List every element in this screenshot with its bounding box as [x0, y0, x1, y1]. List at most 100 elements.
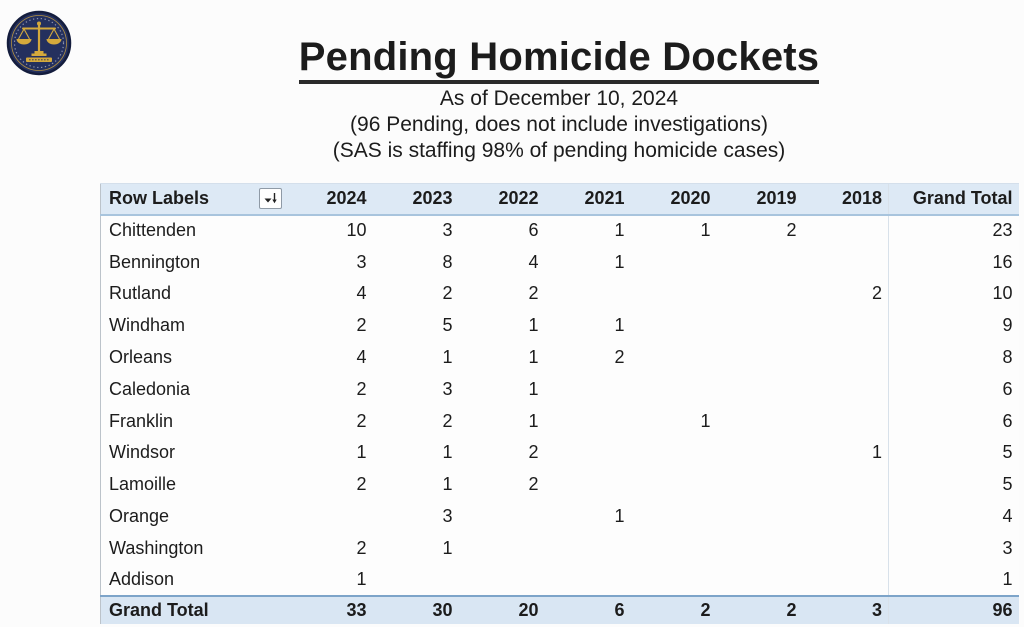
value-cell: 1 — [630, 214, 717, 247]
value-cell: 2 — [458, 468, 545, 501]
value-cell: 2 — [286, 468, 373, 501]
value-cell: 5 — [888, 437, 1019, 469]
value-cell: 3 — [286, 246, 373, 279]
value-cell: 1 — [286, 437, 373, 469]
value-cell: 4 — [286, 341, 373, 374]
value-cell: 1 — [544, 246, 631, 279]
value-cell: 3 — [372, 214, 459, 247]
value-cell — [716, 532, 803, 565]
page-title: Pending Homicide Dockets — [100, 34, 1018, 84]
subtitle-date: As of December 10, 2024 — [439, 87, 679, 110]
subtitle-staffing-note: (SAS is staffing 98% of pending homicide… — [332, 139, 786, 162]
value-cell: 2 — [544, 341, 631, 374]
value-cell — [544, 564, 631, 597]
value-cell: 1 — [372, 532, 459, 565]
value-cell — [716, 246, 803, 279]
value-cell: 2 — [286, 309, 373, 342]
value-cell — [630, 278, 717, 310]
row-label: Windham — [100, 309, 287, 342]
value-cell — [544, 278, 631, 310]
row-label: Orleans — [100, 341, 287, 374]
grand-total-label: Grand Total — [100, 595, 287, 625]
scales-of-justice-seal-icon — [6, 10, 72, 76]
value-cell: 2 — [286, 405, 373, 438]
value-cell — [544, 532, 631, 565]
value-cell — [630, 309, 717, 342]
value-cell — [716, 341, 803, 374]
value-cell — [630, 564, 717, 597]
value-cell: 2 — [286, 532, 373, 565]
grand-total-cell: 6 — [544, 595, 631, 625]
row-label: Rutland — [100, 278, 287, 310]
value-cell: 5 — [372, 309, 459, 342]
value-cell: 4 — [888, 500, 1019, 533]
column-header-2022: 2022 — [458, 183, 545, 216]
value-cell: 10 — [888, 278, 1019, 310]
value-cell — [802, 500, 889, 533]
value-cell: 2 — [802, 278, 889, 310]
value-cell: 8 — [372, 246, 459, 279]
table-row-rutland: Rutland 4 2 2 2 10 — [100, 278, 1019, 310]
value-cell: 4 — [286, 278, 373, 310]
value-cell: 10 — [286, 214, 373, 247]
sort-filter-icon[interactable] — [258, 188, 282, 210]
value-cell: 1 — [458, 341, 545, 374]
table-row-franklin: Franklin 2 2 1 1 6 — [100, 405, 1019, 438]
value-cell — [716, 309, 803, 342]
value-cell: 1 — [458, 309, 545, 342]
value-cell: 1 — [458, 405, 545, 438]
row-label: Orange — [100, 500, 287, 533]
grand-total-cell: 96 — [888, 595, 1019, 625]
value-cell — [630, 373, 717, 406]
report-header: Pending Homicide Dockets As of December … — [100, 34, 1018, 164]
value-cell: 2 — [372, 405, 459, 438]
grand-total-cell: 30 — [372, 595, 459, 625]
value-cell — [630, 246, 717, 279]
value-cell — [802, 341, 889, 374]
table-row-addison: Addison 1 1 — [100, 564, 1019, 597]
table-row-windham: Windham 2 5 1 1 9 — [100, 309, 1019, 342]
value-cell — [716, 373, 803, 406]
value-cell: 6 — [888, 405, 1019, 438]
value-cell — [544, 437, 631, 469]
value-cell: 6 — [458, 214, 545, 247]
value-cell — [716, 500, 803, 533]
value-cell: 2 — [458, 437, 545, 469]
table-row-orleans: Orleans 4 1 1 2 8 — [100, 341, 1019, 374]
row-label: Caledonia — [100, 373, 287, 406]
table-row-orange: Orange 3 1 4 — [100, 500, 1019, 533]
value-cell: 3 — [372, 373, 459, 406]
row-label: Windsor — [100, 437, 287, 469]
value-cell — [286, 500, 373, 533]
value-cell — [716, 405, 803, 438]
value-cell: 1 — [372, 468, 459, 501]
value-cell — [802, 373, 889, 406]
value-cell — [802, 214, 889, 247]
value-cell — [544, 405, 631, 438]
grand-total-cell: 20 — [458, 595, 545, 625]
value-cell — [630, 532, 717, 565]
value-cell — [716, 468, 803, 501]
table-header-row: Row Labels 2024 2023 2022 2021 2020 2019 2018 G… — [100, 183, 1019, 216]
value-cell: 1 — [372, 437, 459, 469]
column-header-2018: 2018 — [802, 183, 889, 216]
table-row-lamoille: Lamoille 2 1 2 5 — [100, 468, 1019, 501]
value-cell: 5 — [888, 468, 1019, 501]
value-cell — [458, 500, 545, 533]
value-cell: 2 — [458, 278, 545, 310]
value-cell: 2 — [372, 278, 459, 310]
column-header-grand-total: Grand Total — [888, 183, 1019, 216]
value-cell: 1 — [802, 437, 889, 469]
value-cell — [716, 278, 803, 310]
value-cell — [802, 532, 889, 565]
value-cell: 1 — [458, 373, 545, 406]
row-labels-header: Row Labels — [109, 188, 210, 209]
subtitle-pending-note: (96 Pending, does not include investigat… — [350, 113, 768, 136]
value-cell — [630, 468, 717, 501]
value-cell — [458, 564, 545, 597]
value-cell — [630, 341, 717, 374]
row-label: Bennington — [100, 246, 287, 279]
value-cell: 1 — [544, 309, 631, 342]
row-label: Addison — [100, 564, 287, 597]
row-label: Lamoille — [100, 468, 287, 501]
